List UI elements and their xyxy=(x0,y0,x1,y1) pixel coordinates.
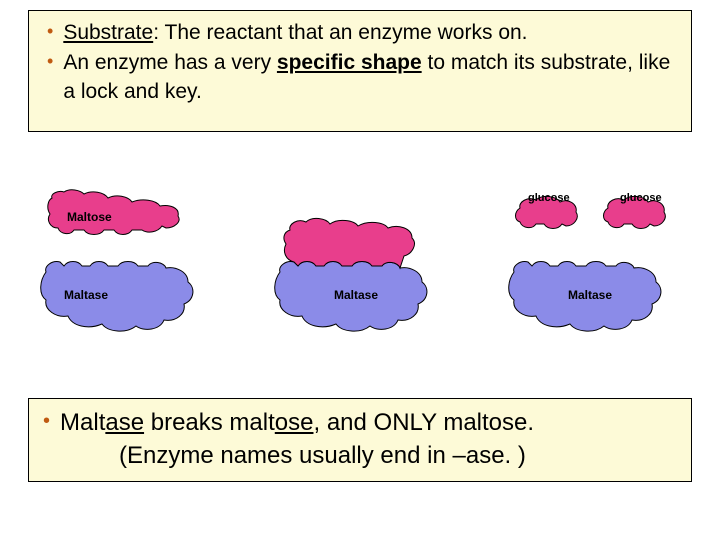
bullet-text: An enzyme has a very specific shape to m… xyxy=(63,49,679,106)
label-maltase: Maltase xyxy=(334,288,378,302)
bullet-text: Substrate: The reactant that an enzyme w… xyxy=(63,19,527,47)
label-maltase: Maltase xyxy=(568,288,612,302)
label-glucose-right: glucose xyxy=(620,192,662,204)
label-maltose: Maltose xyxy=(67,210,112,224)
bullet-glyph: • xyxy=(43,407,50,435)
bullet-item: • Substrate: The reactant that an enzyme… xyxy=(41,19,679,47)
maltose-bound-shape xyxy=(284,218,415,268)
summary-box: • Maltase breaks maltose, and ONLY malto… xyxy=(28,398,692,482)
bullet-item: • Maltase breaks maltose, and ONLY malto… xyxy=(41,407,679,438)
enzyme-diagram: Maltose Maltase Maltase glucose glucose … xyxy=(22,180,700,355)
bullet-item: • An enzyme has a very specific shape to… xyxy=(41,49,679,106)
diagram-stage-2: Maltase xyxy=(256,180,466,355)
definition-box: • Substrate: The reactant that an enzyme… xyxy=(28,10,692,132)
bullet-glyph: • xyxy=(47,19,53,44)
label-maltase: Maltase xyxy=(64,288,108,302)
stage2-svg xyxy=(256,180,466,355)
summary-line2: (Enzyme names usually end in –ase. ) xyxy=(119,440,679,471)
stage3-svg xyxy=(490,180,700,355)
diagram-stage-3: glucose glucose Maltase xyxy=(490,180,700,355)
bullet-text: Maltase breaks maltose, and ONLY maltose… xyxy=(60,407,534,438)
diagram-stage-1: Maltose Maltase xyxy=(22,180,232,355)
stage1-svg xyxy=(22,180,232,355)
label-glucose-left: glucose xyxy=(528,192,570,204)
bullet-glyph: • xyxy=(47,49,53,74)
term-substrate: Substrate xyxy=(63,21,153,44)
